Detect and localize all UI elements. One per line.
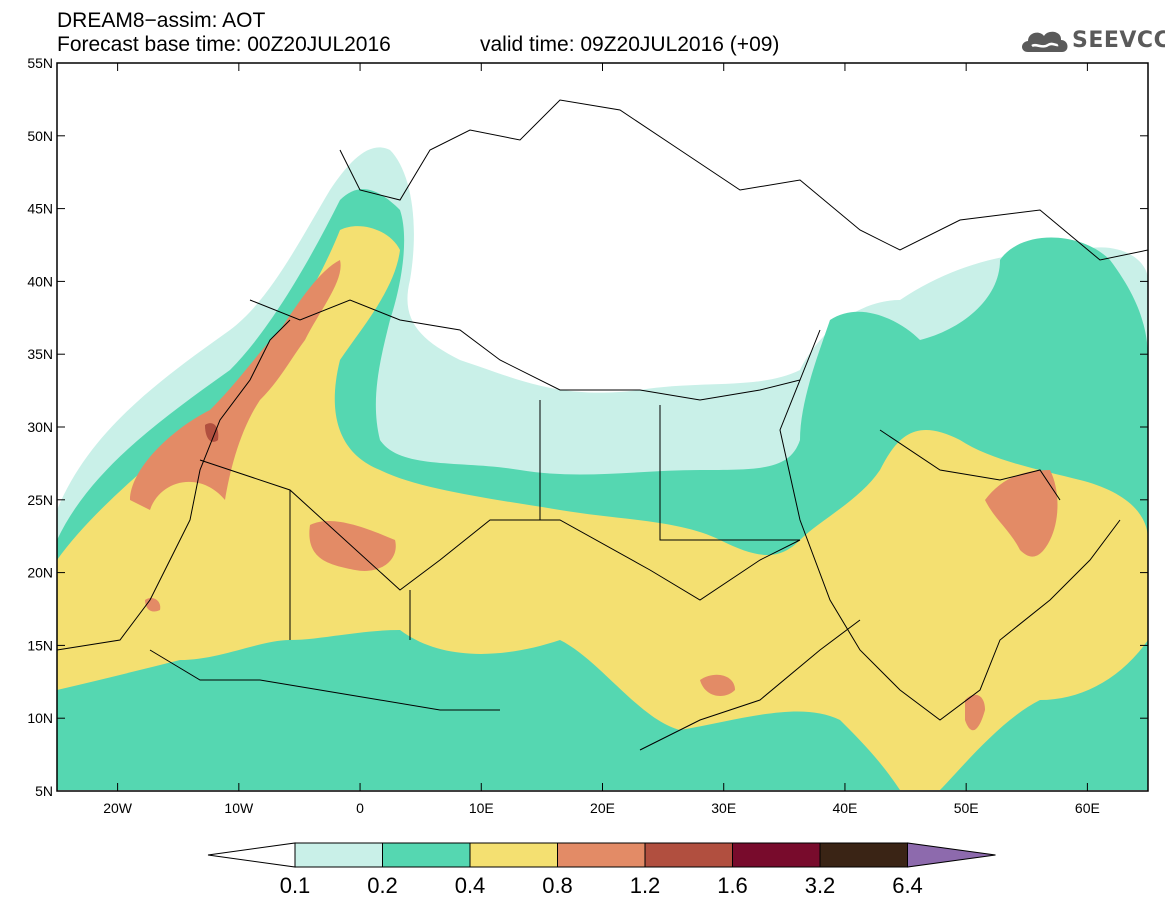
aot-very-high-region [965,694,985,731]
colorbar-label: 6.4 [892,873,923,898]
lat-label: 50N [27,128,53,144]
forecast-base-time: Forecast base time: 00Z20JUL2016 [57,33,391,56]
lat-label: 5N [35,783,53,799]
colorbar-box [732,842,821,868]
aot-very-high-region [700,674,735,696]
longitude-axis: 20W 10W 0 10E 20E 30E 40E 50E 60E [103,63,1100,816]
colorbar-label: 0.8 [542,873,573,898]
lat-label: 25N [27,492,53,508]
cloud-icon [1022,31,1068,52]
lat-label: 20N [27,565,53,581]
lat-label: 40N [27,273,53,289]
colorbar-under-triangle [207,842,296,868]
colorbar-box [557,842,646,868]
lat-label: 30N [27,419,53,435]
lat-label: 45N [27,201,53,217]
colorbar-label: 1.6 [717,873,748,898]
lat-label: 10N [27,710,53,726]
lon-label: 10W [224,800,254,816]
colorbar-box [294,842,383,868]
aot-extreme-region [205,423,219,442]
lon-label: 50E [954,800,979,816]
map-title: DREAM8−assim: AOT [57,9,266,32]
lat-label: 15N [27,637,53,653]
seevccc-logo: SEEVCCC [1018,24,1165,58]
lat-label: 35N [27,346,53,362]
valid-time: valid time: 09Z20JUL2016 (+09) [480,33,780,56]
lon-label: 0 [356,800,364,816]
colorbar-label: 0.1 [280,873,311,898]
aot-field [57,147,1148,791]
lon-label: 20E [590,800,615,816]
latitude-axis: 55N 50N 45N 40N 35N 30N 25N 20N 15N 10N 5N [27,55,1148,799]
coastlines [57,99,1148,751]
lon-label: 30E [711,800,736,816]
colorbar-box [644,842,733,868]
colorbar-box [469,842,558,868]
lon-label: 60E [1075,800,1100,816]
aot-high-region [57,226,1148,790]
logo-text: SEEVCCC [1072,28,1165,53]
lon-label: 10E [469,800,494,816]
lon-label: 20W [103,800,133,816]
colorbar-label: 0.4 [455,873,486,898]
colorbar-box [819,842,908,868]
lat-label: 55N [27,55,53,71]
lon-label: 40E [832,800,857,816]
colorbar-box [382,842,471,868]
colorbar-over-triangle [907,842,996,868]
aot-very-high-region [985,470,1058,557]
colorbar-label: 3.2 [805,873,836,898]
colorbar-label: 0.2 [367,873,398,898]
colorbar: 0.1 0.2 0.4 0.8 1.2 1.6 3.2 6.4 [207,842,996,898]
aot-very-high-region [309,520,396,571]
colorbar-label: 1.2 [630,873,661,898]
